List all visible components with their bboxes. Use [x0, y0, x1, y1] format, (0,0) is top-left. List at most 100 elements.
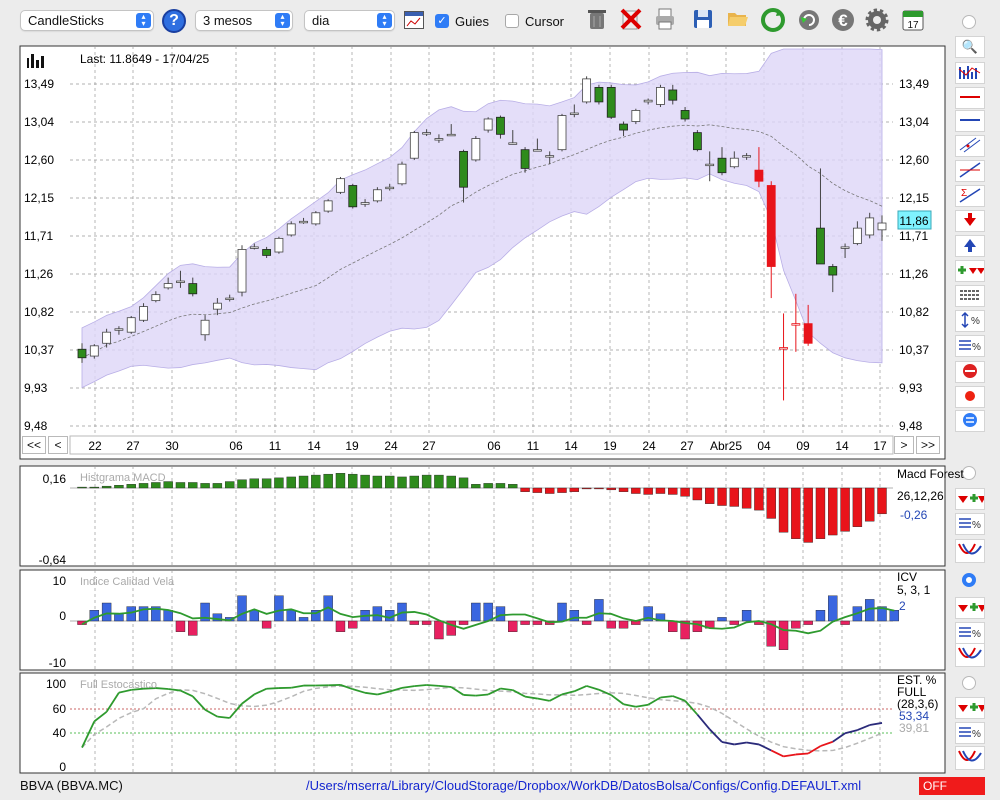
panel-percent-icon[interactable]: % — [955, 722, 985, 744]
bars-icon[interactable] — [955, 62, 985, 84]
panel-percent-icon[interactable]: % — [955, 513, 985, 535]
candle-body — [372, 189, 382, 202]
icv-title: Indice Calidad Vela — [80, 576, 175, 588]
nav-last-button[interactable]: >> — [916, 436, 940, 454]
parallel-channel-icon[interactable] — [955, 135, 985, 157]
panel-radio-price[interactable] — [962, 15, 976, 29]
candle-body — [803, 323, 813, 344]
config-path-link[interactable]: /Users/mserra/Library/CloudStorage/Dropb… — [306, 778, 862, 793]
red-dot-icon[interactable] — [955, 386, 985, 408]
icv-bar — [237, 595, 247, 622]
guides-checkbox[interactable]: ✓ — [435, 14, 449, 28]
stoch-k-line — [241, 693, 255, 705]
candle-body — [680, 110, 690, 120]
macd-bar — [668, 487, 678, 495]
macd-bar — [311, 474, 321, 489]
macd-ytick-top: 0,16 — [43, 472, 67, 486]
no-entry-icon[interactable] — [955, 361, 985, 383]
grid-lines-icon[interactable] — [955, 285, 985, 307]
candle-body — [434, 138, 444, 141]
macd-bar — [508, 484, 518, 489]
time-axis-bar[interactable] — [69, 435, 894, 455]
stoch-k-line — [475, 693, 489, 697]
icv-bar — [163, 610, 173, 622]
panel-radio-stoch[interactable] — [962, 676, 976, 690]
icv-bar — [692, 620, 703, 633]
horizontal-line-blue-icon[interactable] — [955, 110, 985, 132]
nav-next-button[interactable]: > — [894, 436, 914, 454]
panel-curves-icon[interactable] — [955, 746, 985, 770]
stoch-k-line — [291, 684, 304, 689]
candle-body — [409, 132, 419, 159]
chart-type-select[interactable]: CandleSticks ▴ ▾ — [20, 10, 154, 31]
candle-body — [237, 249, 247, 293]
euro-icon[interactable]: € — [830, 7, 856, 33]
stoch-k-line — [131, 687, 144, 691]
calendar-icon[interactable]: 17 — [900, 7, 926, 33]
nav-first-button[interactable]: << — [22, 436, 46, 454]
icv-bar — [766, 620, 776, 647]
macd-bar — [200, 483, 210, 489]
delete-icon[interactable] — [618, 7, 644, 33]
x-tick-label: 09 — [796, 439, 810, 453]
icv-panel — [19, 569, 946, 671]
stoch-k-line — [143, 687, 156, 690]
icv-ytick: 10 — [53, 574, 67, 588]
gear-icon[interactable] — [864, 7, 890, 33]
cursor-checkbox[interactable] — [505, 14, 519, 28]
trend-line-icon[interactable] — [955, 160, 985, 182]
nav-prev-button[interactable]: < — [48, 436, 68, 454]
panel-curves-icon[interactable] — [955, 643, 985, 667]
horizontal-line-red-icon[interactable] — [955, 87, 985, 109]
panel-radio-icv[interactable] — [962, 573, 976, 587]
print-icon[interactable] — [652, 7, 678, 33]
icv-bar — [877, 606, 887, 622]
candle-body — [114, 328, 124, 331]
svg-text:Σ: Σ — [961, 188, 967, 199]
y-tick-label: 10,82 — [24, 305, 54, 319]
x-tick-label: 24 — [642, 439, 656, 453]
svg-text:%: % — [971, 316, 980, 327]
period-select[interactable]: 3 mesos ▴ ▾ — [195, 10, 293, 31]
stoch-k-line — [487, 687, 501, 696]
interval-select[interactable]: dia ▴ ▾ — [304, 10, 395, 31]
trash-icon[interactable] — [584, 7, 610, 33]
panel-arrows-icon[interactable] — [955, 488, 986, 510]
chart-window-icon[interactable] — [404, 11, 424, 29]
candle-body — [249, 246, 259, 249]
icv-bar — [815, 610, 826, 622]
stoch-k-line — [81, 721, 96, 748]
candle-body — [77, 348, 87, 359]
icv-bar — [286, 610, 296, 622]
percent-lines-icon[interactable]: % — [955, 335, 985, 357]
x-tick-label: 14 — [307, 439, 321, 453]
x-tick-label: 17 — [873, 439, 887, 453]
zoom-icon[interactable]: 🔍 — [955, 36, 985, 58]
fibonacci-icon[interactable]: Σ — [955, 185, 985, 207]
state-badge[interactable]: OFF — [919, 777, 985, 795]
swap-icon[interactable] — [955, 410, 985, 432]
stoch-k-line — [721, 741, 735, 746]
folder-open-icon[interactable] — [725, 7, 751, 33]
percent-range-icon[interactable]: % — [955, 310, 985, 332]
save-icon[interactable] — [690, 7, 716, 33]
help-icon[interactable]: ? — [162, 9, 186, 33]
panel-arrows-icon[interactable] — [955, 597, 986, 619]
macd-bar — [692, 487, 703, 501]
refresh-icon[interactable] — [760, 7, 786, 33]
reload-icon[interactable] — [796, 7, 822, 33]
panel-radio-macd[interactable] — [962, 466, 976, 480]
macd-bar — [126, 484, 136, 489]
icv-bar — [298, 617, 309, 622]
candle-body — [311, 212, 321, 225]
candle-body — [619, 123, 628, 131]
arrow-down-icon[interactable] — [955, 210, 985, 232]
x-tick-label: 22 — [88, 439, 102, 453]
icv-bar — [335, 620, 346, 633]
arrow-up-icon[interactable] — [955, 235, 985, 257]
panel-curves-icon[interactable] — [955, 539, 985, 563]
stoch-signal-line — [81, 685, 883, 752]
panel-arrows-icon[interactable] — [955, 697, 986, 719]
add-arrows-icon[interactable] — [955, 260, 985, 282]
